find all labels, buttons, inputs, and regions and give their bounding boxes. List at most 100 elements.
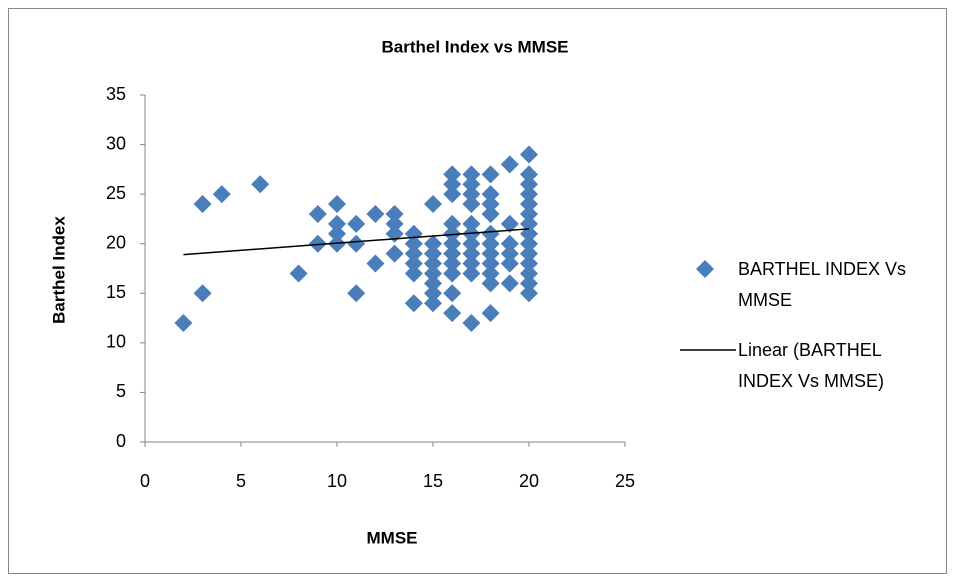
point (424, 274, 442, 293)
y-tick-label: 25 (106, 183, 126, 203)
point (347, 284, 366, 303)
point (520, 254, 538, 273)
point (500, 155, 519, 174)
y-tick-label: 0 (116, 431, 126, 451)
point (328, 224, 346, 243)
point (443, 254, 462, 273)
point (520, 244, 538, 263)
x-tick-label: 25 (615, 471, 635, 491)
y-tick-label: 5 (116, 381, 126, 401)
point (347, 214, 366, 233)
x-tick-label: 0 (140, 471, 150, 491)
point (404, 244, 423, 263)
point (404, 234, 423, 253)
point (520, 185, 538, 204)
point (385, 244, 404, 263)
point (193, 284, 212, 303)
point (481, 195, 500, 214)
point (520, 195, 538, 214)
point (385, 204, 404, 223)
point (462, 264, 481, 283)
y-tick-label: 15 (106, 282, 126, 302)
point (443, 214, 462, 233)
x-tick-label: 15 (423, 471, 443, 491)
point (424, 254, 442, 273)
point (424, 244, 442, 263)
point (366, 204, 385, 223)
point (328, 214, 346, 233)
point (481, 264, 500, 283)
point (520, 145, 538, 164)
point (462, 195, 481, 214)
chart-border (8, 8, 947, 574)
point (462, 244, 481, 263)
point (424, 284, 442, 303)
point (481, 165, 500, 184)
point (520, 264, 538, 283)
point (520, 175, 538, 194)
legend-marker (696, 260, 714, 278)
point (462, 254, 481, 273)
point (347, 234, 366, 253)
point (481, 274, 500, 293)
point (462, 314, 481, 333)
point (443, 185, 462, 204)
point (520, 165, 538, 184)
point (443, 264, 462, 283)
point (500, 244, 519, 263)
point (481, 185, 500, 204)
point (462, 214, 481, 233)
point (289, 264, 308, 283)
trendline (183, 228, 530, 256)
point (443, 234, 462, 253)
x-tick-label: 20 (519, 471, 539, 491)
y-tick-label: 35 (106, 84, 126, 104)
point (481, 224, 500, 243)
point (520, 234, 538, 253)
point (424, 234, 442, 253)
legend-label: Linear (BARTHEL INDEX Vs MMSE) (738, 340, 885, 391)
point (174, 314, 193, 333)
point (443, 165, 462, 184)
point (308, 234, 327, 253)
point (308, 204, 327, 223)
point (481, 234, 500, 253)
point (500, 234, 519, 253)
y-axis-title: Barthel Index (49, 216, 68, 324)
point (193, 195, 212, 214)
point (404, 264, 423, 283)
point (404, 294, 423, 313)
point (500, 254, 519, 273)
point (462, 234, 481, 253)
point (520, 274, 538, 293)
y-tick-label: 30 (106, 133, 126, 153)
point (520, 204, 538, 223)
point (424, 264, 442, 283)
point (366, 254, 385, 273)
point (443, 304, 462, 323)
point (462, 165, 481, 184)
point (462, 175, 481, 194)
point (481, 304, 500, 323)
point (212, 185, 231, 204)
point (481, 204, 500, 223)
point (251, 175, 270, 194)
point (520, 214, 538, 233)
point (520, 284, 538, 303)
x-tick-label: 10 (327, 471, 347, 491)
chart-title: Barthel Index vs MMSE (381, 37, 568, 56)
point (424, 195, 442, 214)
point (443, 284, 462, 303)
point (424, 294, 442, 313)
point (385, 214, 404, 233)
x-axis-title: MMSE (367, 528, 418, 547)
x-tick-label: 5 (236, 471, 246, 491)
point (500, 274, 519, 293)
point (443, 224, 462, 243)
point (481, 244, 500, 263)
point (500, 214, 519, 233)
legend-label: BARTHEL INDEX Vs MMSE (738, 259, 907, 310)
y-tick-label: 20 (106, 232, 126, 252)
